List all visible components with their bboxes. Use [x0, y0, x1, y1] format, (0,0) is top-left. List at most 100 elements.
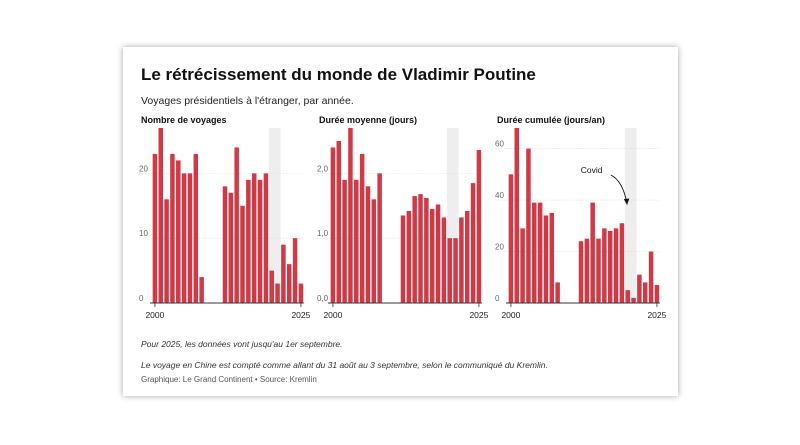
bar	[424, 198, 429, 303]
bar	[336, 140, 342, 303]
covid-band	[446, 128, 459, 303]
bar	[222, 186, 228, 303]
bar	[631, 297, 636, 303]
bar	[170, 153, 175, 303]
covid-band	[624, 128, 637, 303]
bar	[532, 202, 537, 303]
bar	[429, 209, 435, 303]
bar	[412, 196, 417, 303]
bar	[526, 148, 531, 303]
bar	[152, 153, 158, 303]
bar	[298, 283, 304, 303]
bar	[578, 241, 584, 303]
bar	[158, 128, 164, 303]
x-tick-label: 2000	[501, 310, 520, 320]
bar	[613, 228, 619, 303]
bar	[406, 210, 412, 303]
panel-title-nombre: Nombre de voyages	[141, 115, 227, 125]
bar	[275, 283, 280, 303]
y-tick-label: 40	[495, 191, 504, 200]
bar	[257, 179, 263, 303]
bar	[228, 192, 234, 303]
bar	[648, 251, 654, 303]
bar	[193, 153, 199, 303]
y-tick-label: 60	[495, 140, 504, 149]
bar	[619, 223, 625, 303]
bar	[549, 212, 555, 303]
annotation-label: Covid	[581, 165, 603, 175]
bar	[348, 128, 353, 303]
chart-card: Le rétrécissement du monde de Vladimir P…	[123, 47, 678, 396]
bar	[520, 228, 525, 303]
y-tick-label: 10	[139, 229, 148, 238]
bar	[187, 173, 193, 303]
bar	[464, 210, 470, 303]
panel-title-duree-moyenne: Durée moyenne (jours)	[319, 115, 418, 125]
bar	[476, 150, 482, 303]
bar	[251, 173, 257, 303]
bar	[377, 173, 382, 303]
bar	[365, 186, 371, 303]
bar	[354, 179, 359, 303]
bar	[263, 173, 269, 303]
annotation-arrowhead	[623, 198, 630, 205]
y-tick-label: 2,0	[317, 164, 329, 173]
bar	[400, 215, 406, 303]
bar	[584, 238, 590, 303]
bar	[459, 217, 464, 303]
bar	[418, 194, 423, 303]
note-2025: Pour 2025, les données vont jusqu'au 1er…	[141, 339, 343, 349]
bar	[199, 277, 204, 303]
bar	[642, 282, 648, 303]
bar	[470, 183, 476, 303]
chart-title: Le rétrécissement du monde de Vladimir P…	[141, 65, 536, 84]
bar	[453, 238, 458, 303]
charts-svg: 0 10 20 2000 2025 0,0 1,0 2,0 2000 2025 0 20 40 60 200…	[139, 128, 667, 320]
bar	[607, 230, 613, 303]
x-tick-label: 2025	[291, 310, 310, 320]
source-credit: Graphique: Le Grand Continent • Source: …	[141, 375, 317, 384]
bar	[537, 202, 543, 303]
y-tick-label: 0,0	[317, 294, 329, 303]
y-tick-label: 20	[139, 164, 148, 173]
bar	[637, 274, 642, 303]
bar	[330, 147, 336, 303]
x-tick-label: 2000	[145, 310, 164, 320]
bar	[246, 179, 251, 303]
bar	[234, 147, 239, 303]
bar	[514, 128, 520, 303]
bar	[240, 205, 245, 303]
bar	[286, 264, 292, 303]
bar	[555, 282, 560, 303]
bar	[181, 173, 187, 303]
bar	[359, 153, 365, 303]
bar	[596, 238, 601, 303]
x-tick-label: 2025	[647, 310, 666, 320]
y-tick-label: 0	[495, 294, 500, 303]
note-china: Le voyage en Chine est compté comme alla…	[141, 360, 548, 370]
bar	[176, 160, 181, 303]
x-tick-label: 2000	[323, 310, 342, 320]
y-tick-label: 20	[495, 243, 504, 252]
panel-title-duree-cumulee: Durée cumulée (jours/an)	[497, 115, 606, 125]
y-tick-label: 1,0	[317, 229, 329, 238]
bar	[269, 270, 274, 303]
bar	[281, 244, 286, 303]
bar	[435, 204, 441, 303]
bar	[164, 199, 169, 303]
bar	[654, 284, 660, 303]
bar	[508, 174, 514, 303]
bar	[371, 199, 377, 303]
bar	[447, 238, 452, 303]
bar	[543, 215, 549, 303]
bar	[441, 217, 447, 303]
bar	[602, 228, 607, 303]
y-tick-label: 0	[139, 294, 144, 303]
chart-subtitle: Voyages présidentiels à l'étranger, par …	[141, 95, 354, 107]
bar	[292, 238, 298, 303]
covid-band	[268, 128, 281, 303]
annotation-arrow	[610, 174, 628, 204]
bar	[625, 290, 630, 303]
bar	[590, 202, 595, 303]
bar	[342, 179, 347, 303]
